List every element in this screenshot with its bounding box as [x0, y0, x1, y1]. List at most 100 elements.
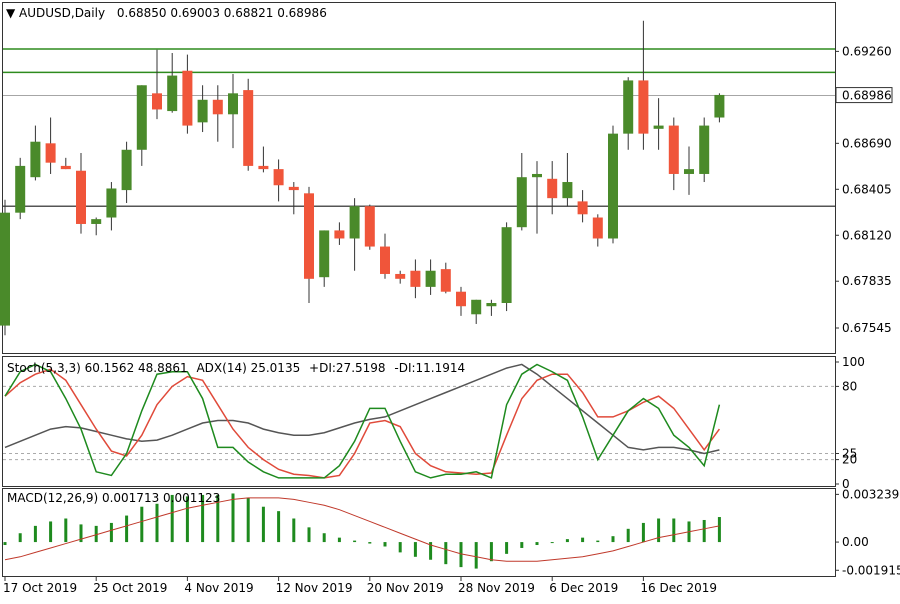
macd-histogram-bar — [292, 519, 295, 543]
candle-body — [274, 169, 284, 185]
time-tick-label: 12 Nov 2019 — [276, 581, 353, 595]
candle — [608, 126, 618, 244]
candle-body — [0, 213, 10, 326]
macd-histogram-bar — [490, 542, 493, 561]
candle — [243, 79, 253, 171]
macd-histogram-bar — [657, 519, 660, 543]
candle-body — [30, 142, 40, 177]
macd-histogram-bar — [444, 542, 447, 564]
time-tick-label: 28 Nov 2019 — [458, 581, 535, 595]
macd-histogram-bar — [110, 523, 113, 542]
price-axis: 0.692600.686900.684050.681200.678350.675… — [835, 44, 892, 335]
macd-histogram-bar — [399, 542, 402, 552]
macd-histogram-bar — [4, 542, 7, 545]
time-tick-label: 4 Nov 2019 — [184, 581, 253, 595]
candle-body — [91, 219, 101, 224]
stoch-pane-border — [3, 357, 836, 487]
macd-histogram-bar — [384, 542, 387, 546]
macd-histogram-bar — [475, 542, 478, 569]
macd-tick-label: -0.001915 — [842, 563, 900, 577]
candle-body — [593, 218, 603, 239]
price-tick-label: 0.68120 — [842, 228, 892, 242]
current-price-label: 0.68986 — [842, 89, 892, 103]
price-tick-label: 0.68690 — [842, 136, 892, 150]
candle-body — [243, 90, 253, 166]
candle-body — [122, 150, 132, 190]
macd-histogram-bar — [323, 533, 326, 542]
macd-histogram-bar — [551, 542, 554, 543]
candle — [15, 158, 25, 219]
macd-histogram-bar — [156, 504, 159, 542]
stoch-label: Stoch(5,3,3) 60.1562 48.8861 ADX(14) 25.… — [7, 361, 465, 375]
macd-histogram-bar — [414, 542, 417, 557]
candle-body — [137, 85, 147, 150]
candle-body — [517, 177, 527, 227]
candle-body — [182, 71, 192, 126]
macd-histogram-bar — [627, 529, 630, 542]
candle-body — [365, 206, 375, 246]
price-tick-label: 0.69260 — [842, 44, 892, 58]
price-tick-label: 0.68405 — [842, 182, 892, 196]
time-tick-label: 25 Oct 2019 — [93, 581, 167, 595]
candle-body — [198, 100, 208, 123]
macd-histogram-bar — [140, 507, 143, 542]
candle-body — [213, 100, 223, 115]
candle-body — [547, 179, 557, 198]
macd-histogram-bar — [581, 538, 584, 542]
stoch-tick-label: 20 — [842, 453, 857, 467]
candle-body — [258, 166, 268, 169]
candle-body — [684, 169, 694, 174]
macd-histogram-bar — [566, 539, 569, 542]
macd-histogram-bar — [308, 527, 311, 542]
candle-body — [608, 134, 618, 239]
time-tick-label: 16 Dec 2019 — [640, 581, 717, 595]
candle-body — [46, 143, 56, 162]
time-axis: 17 Oct 2019 25 Oct 2019 4 Nov 2019 12 Nov 2… — [3, 577, 717, 595]
stoch-label-text: Stoch(5,3,3) 60.1562 48.8861 — [7, 361, 188, 375]
price-tick-label: 0.67545 — [842, 321, 892, 335]
minus-di-label: -DI:11.1914 — [394, 361, 465, 375]
time-tick-label: 17 Oct 2019 — [3, 581, 77, 595]
dropdown-arrow-icon[interactable]: ▼ — [6, 6, 16, 20]
macd-histogram-bar — [703, 520, 706, 542]
candle-body — [395, 274, 405, 279]
macd-histogram-bar — [125, 516, 128, 543]
candle — [0, 200, 10, 335]
candle-body — [532, 174, 542, 177]
candle-body — [441, 269, 451, 292]
candle-body — [228, 93, 238, 114]
candle-body — [61, 166, 71, 169]
candle-body — [380, 247, 390, 274]
macd-histogram-bar — [232, 493, 235, 542]
candle-body — [15, 166, 25, 213]
macd-histogram-bar — [64, 519, 67, 543]
stoch-tick-label: 80 — [842, 379, 857, 393]
macd-histogram-bar — [262, 507, 265, 542]
candle — [699, 118, 709, 183]
symbol-timeframe: AUDUSD,Daily — [19, 6, 105, 20]
candle-body — [304, 193, 314, 278]
candle-body — [167, 76, 177, 111]
macd-histogram-bar — [672, 519, 675, 543]
candle-body — [502, 227, 512, 303]
macd-histogram-bar — [536, 542, 539, 545]
stoch-tick-label: 100 — [842, 355, 865, 369]
macd-histogram-bar — [612, 536, 615, 542]
candle-body — [289, 187, 299, 190]
candle-body — [319, 230, 329, 277]
candle-body — [623, 80, 633, 133]
candle-body — [562, 182, 572, 198]
candle-body — [456, 292, 466, 307]
candle-body — [152, 93, 162, 109]
macd-histogram-bar — [19, 533, 22, 542]
candle-body — [350, 206, 360, 238]
candle-body — [486, 303, 496, 306]
candle-body — [638, 80, 648, 133]
macd-label: MACD(12,26,9) 0.001713 0.001123 — [7, 491, 220, 505]
macd-histogram-bar — [505, 542, 508, 554]
chart-title: AUDUSD,Daily 0.68850 0.69003 0.68821 0.6… — [19, 6, 327, 20]
macd-histogram-bar — [277, 511, 280, 542]
candle-body — [426, 271, 436, 287]
